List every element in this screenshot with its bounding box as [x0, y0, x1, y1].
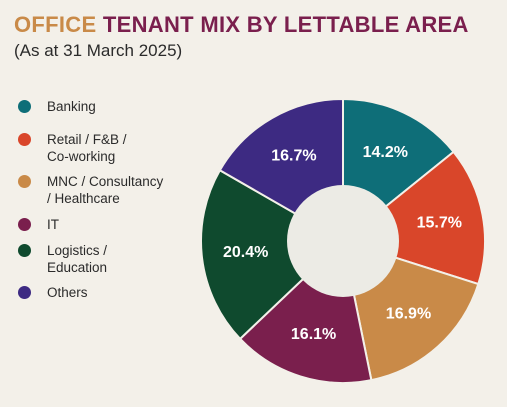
- legend-item-others: Others: [18, 284, 208, 301]
- legend-label: IT: [47, 217, 59, 232]
- legend-label: Logistics / Education: [47, 243, 108, 275]
- legend-item-retail: Retail / F&B / Co-working: [18, 131, 208, 165]
- legend-item-mnc: MNC / Consultancy / Healthcare: [18, 173, 208, 207]
- donut-hole: [287, 185, 399, 297]
- data-label-retail: 15.7%: [417, 214, 462, 231]
- data-label-logistics: 20.4%: [223, 244, 268, 261]
- legend-label: MNC / Consultancy / Healthcare: [47, 174, 164, 206]
- data-label-it: 16.1%: [291, 326, 336, 343]
- chart-title: OFFICE TENANT MIX BY LETTABLE AREA: [14, 12, 469, 38]
- legend-label: Banking: [47, 99, 96, 114]
- legend-swatch: [18, 244, 31, 257]
- chart-subtitle: (As at 31 March 2025): [14, 41, 183, 60]
- donut-labels: 14.2% 15.7% 16.9% 16.1% 20.4% 16.7%: [223, 144, 462, 343]
- chart-title-accent: OFFICE: [14, 12, 103, 37]
- data-label-others: 16.7%: [271, 148, 316, 165]
- legend-label: Others: [47, 285, 88, 300]
- chart-legend: Banking Retail / F&B / Co-working MNC / …: [18, 98, 208, 301]
- chart-title-main: TENANT MIX BY LETTABLE AREA: [102, 12, 469, 37]
- slice-logistics: [200, 168, 345, 341]
- legend-item-logistics: Logistics / Education: [18, 242, 208, 276]
- data-label-mnc: 16.9%: [386, 305, 431, 322]
- legend-label: Retail / F&B / Co-working: [47, 132, 127, 164]
- data-label-banking: 14.2%: [363, 144, 408, 161]
- legend-swatch: [18, 175, 31, 188]
- legend-item-banking: Banking: [18, 98, 208, 115]
- legend-item-it: IT: [18, 216, 208, 233]
- legend-swatch: [18, 133, 31, 146]
- legend-swatch: [18, 218, 31, 231]
- legend-swatch: [18, 286, 31, 299]
- legend-swatch: [18, 100, 31, 113]
